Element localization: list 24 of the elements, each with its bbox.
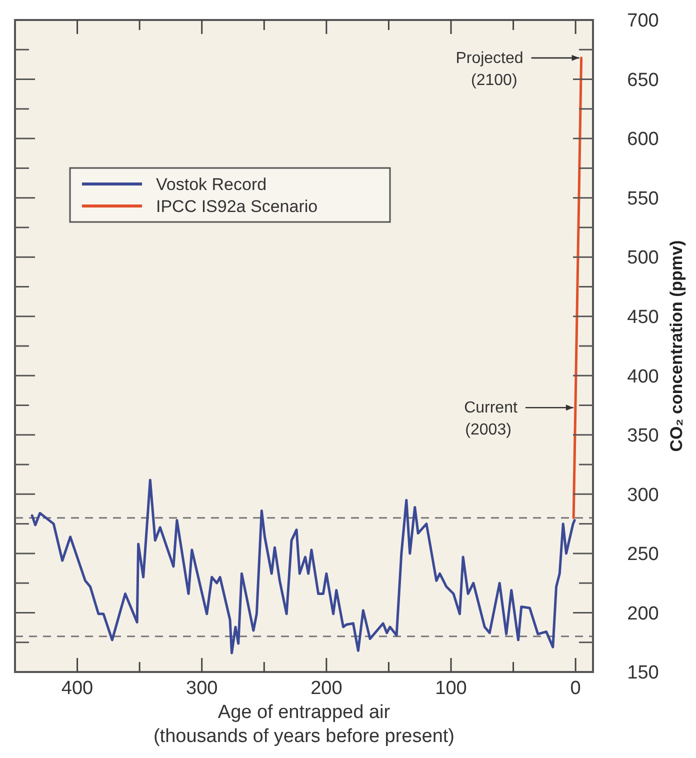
y-tick-label: 300 (627, 484, 659, 506)
y-tick-label: 200 (627, 603, 659, 624)
x-axis-title: Age of entrapped air (thousands of years before present) (153, 702, 455, 747)
x-tick-label: 200 (310, 678, 342, 699)
y-tick-label: 350 (627, 426, 659, 447)
x-tick-label: 300 (186, 678, 218, 699)
y-tick-label: 650 (627, 70, 659, 91)
x-tick-label: 100 (435, 678, 467, 699)
y-tick-label: 600 (627, 129, 659, 150)
y-tick-label: 150 (627, 662, 659, 684)
line-series (30, 478, 576, 654)
y-tick-label: 450 (627, 307, 659, 328)
y-tick-label: 700 (627, 10, 659, 32)
y-tick-label: 250 (627, 544, 659, 566)
y-tick-label: 550 (627, 188, 659, 210)
annotation: Current (2003) (464, 400, 518, 439)
legend-label: Vostok Record (156, 174, 267, 194)
y-axis-title: CO₂ concentration (ppmv) (667, 240, 686, 452)
legend-label: IPCC IS92a Scenario (156, 196, 318, 216)
x-tick-label: 400 (61, 678, 94, 699)
annotation: Projected (2100) (456, 50, 524, 89)
x-tick-label: 0 (570, 678, 581, 699)
y-tick-label: 500 (627, 248, 659, 269)
y-tick-label: 400 (627, 366, 659, 388)
